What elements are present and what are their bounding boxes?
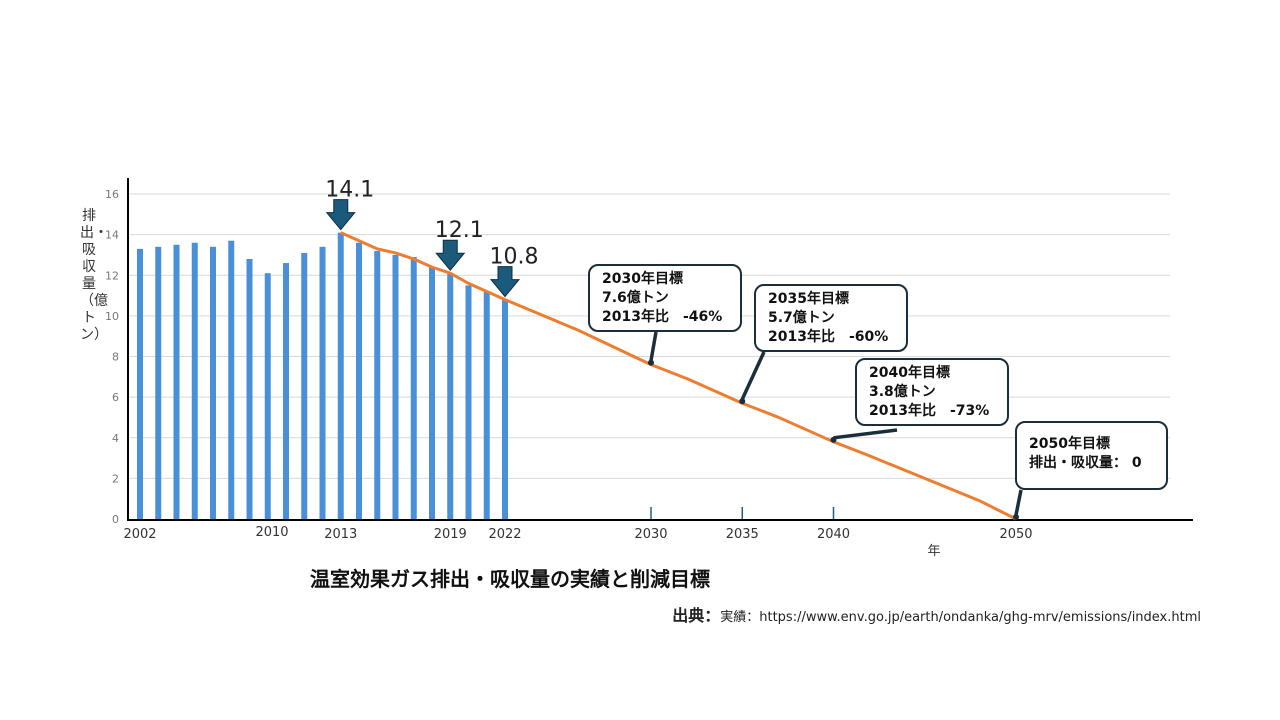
bar-2010 <box>283 263 289 519</box>
bar-2005 <box>191 242 198 519</box>
bar-2018 <box>429 267 435 519</box>
bar-2008 <box>246 259 253 519</box>
y-tick-label: 16 <box>105 188 119 201</box>
callout-2035: 2035年目標 5.7億トン 2013年比 -60% <box>754 284 908 352</box>
down-arrow-icon <box>325 199 356 231</box>
callout-2040: 2040年目標 3.8億トン 2013年比 -73% <box>855 358 1009 426</box>
y-axis-label: 排出・吸収量（億トン） <box>80 208 108 343</box>
callout-pointer-tip <box>739 398 746 405</box>
chart-title: 温室効果ガス排出・吸収量の実績と削減目標 <box>310 567 710 591</box>
target-line <box>340 231 1017 521</box>
callout-pointer <box>1014 489 1023 516</box>
x-tick-label: 2019 <box>434 527 467 542</box>
x-tick-label: 2030 <box>634 527 667 542</box>
bar-2016 <box>392 254 399 519</box>
callout-line: 排出・吸収量： 0 <box>1029 455 1142 471</box>
y-tick-label: 4 <box>112 432 119 445</box>
y-tick-label: 10 <box>105 310 119 323</box>
source: 出典：実績：https://www.env.go.jp/earth/ondank… <box>672 602 1201 626</box>
callout-pointer <box>649 331 658 361</box>
bar-2011 <box>301 252 308 519</box>
bar-2002 <box>137 248 143 519</box>
x-axis-label: 年 <box>927 544 940 559</box>
callout-line: 3.8億トン <box>869 384 936 400</box>
bar-2009 <box>264 273 271 519</box>
bar-2004 <box>173 244 180 519</box>
bar-2012 <box>319 246 326 519</box>
y-tick-label: 0 <box>112 513 119 526</box>
callout-pointer-tip <box>1013 514 1019 520</box>
source-label: 出典： <box>672 606 721 625</box>
source-text: 実績：https://www.env.go.jp/earth/ondanka/g… <box>720 610 1201 625</box>
bar-2021 <box>483 291 490 519</box>
x-tick-label: 2002 <box>123 527 156 542</box>
callout-2050: 2050年目標 排出・吸収量： 0 <box>1015 421 1168 490</box>
bar-2013 <box>337 232 344 519</box>
callout-pointer <box>833 428 898 440</box>
bar-2015 <box>374 250 381 519</box>
y-tick-label: 8 <box>112 351 119 364</box>
x-tick-label: 2022 <box>488 527 521 542</box>
value-label: 10.8 <box>490 245 539 270</box>
down-arrow-icon <box>489 266 521 298</box>
x-tick-label: 2010 <box>255 525 288 540</box>
callout-pointer-tip <box>648 359 654 366</box>
x-tick-label: 2050 <box>999 527 1032 542</box>
callout-pointer-tip <box>830 436 837 443</box>
callout-line: 5.7億トン <box>768 310 835 326</box>
callout-line: 2040年目標 <box>869 365 950 381</box>
y-tick-label: 6 <box>112 391 119 404</box>
bar-2020 <box>465 285 472 519</box>
callout-line: 2035年目標 <box>768 291 849 307</box>
y-tick-label: 12 <box>105 269 119 282</box>
callout-line: 2013年比 -46% <box>602 309 723 325</box>
bar-2017 <box>410 256 417 519</box>
y-tick-label: 2 <box>112 472 119 485</box>
callout-pointer <box>740 351 766 400</box>
bar-2014 <box>356 242 362 519</box>
bar-2003 <box>155 246 162 519</box>
bar-2022 <box>502 299 508 519</box>
value-label: 14.1 <box>325 178 374 203</box>
down-arrow-icon <box>435 239 466 272</box>
x-tick-label: 2040 <box>817 527 850 542</box>
value-label: 12.1 <box>435 218 484 243</box>
bar-2006 <box>210 246 216 519</box>
callout-2030: 2030年目標 7.6億トン 2013年比 -46% <box>588 264 742 332</box>
callout-line: 2013年比 -60% <box>768 329 889 345</box>
callout-line: 2030年目標 <box>602 271 683 287</box>
callout-line: 7.6億トン <box>602 290 669 306</box>
callout-line: 2050年目標 <box>1029 436 1110 452</box>
y-tick-label: 14 <box>105 229 119 242</box>
bar-2007 <box>228 240 235 519</box>
x-tick-label: 2035 <box>726 527 759 542</box>
bar-2019 <box>447 273 454 519</box>
x-tick-label: 2013 <box>324 527 357 542</box>
callout-line: 2013年比 -73% <box>869 403 990 419</box>
